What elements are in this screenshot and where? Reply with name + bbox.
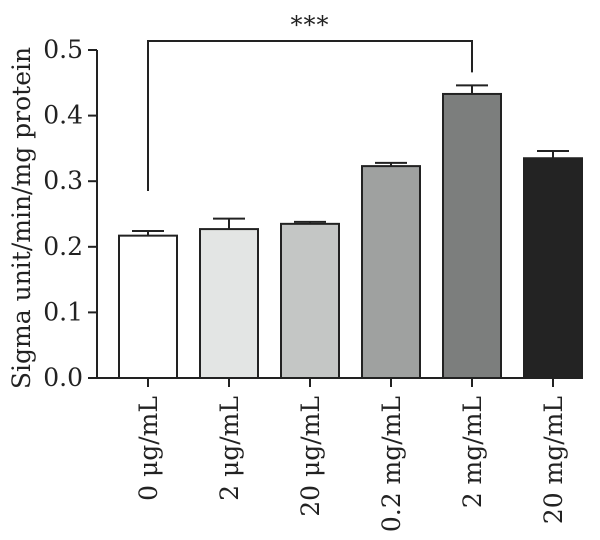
y-tick-label: 0.0 [43,363,83,392]
y-axis: 0.0 0.1 0.2 0.3 0.4 0.5 [43,35,98,392]
x-category-label: 2 mg/mL [458,396,487,508]
bar [280,222,340,379]
bars-group [118,92,583,380]
y-tick-label: 0.4 [43,101,83,130]
x-category-label: 20 μg/mL [296,396,325,517]
bar [523,157,583,379]
error-bars-group [132,84,569,236]
bar [361,165,421,379]
bar [442,92,502,380]
significance-bracket [147,40,473,191]
y-axis-label: Sigma unit/min/mg protein [7,47,36,389]
x-category-label: 0 μg/mL [134,396,163,501]
y-tick-label: 0.2 [43,232,83,261]
y-tick-label: 0.5 [43,35,83,64]
bar [199,228,259,379]
x-category-label: 20 mg/mL [539,396,568,524]
x-category-label: 0.2 mg/mL [377,396,406,532]
y-tick-label: 0.3 [43,166,83,195]
significance-label: *** [291,11,330,39]
significance-bracket-group: *** [147,11,473,191]
bar [118,234,178,379]
y-tick-label: 0.1 [43,297,83,326]
x-category-label: 2 μg/mL [215,396,244,501]
x-axis: 0 μg/mL 2 μg/mL 20 μg/mL 0.2 mg/mL 2 mg/mL 20… [97,377,579,532]
